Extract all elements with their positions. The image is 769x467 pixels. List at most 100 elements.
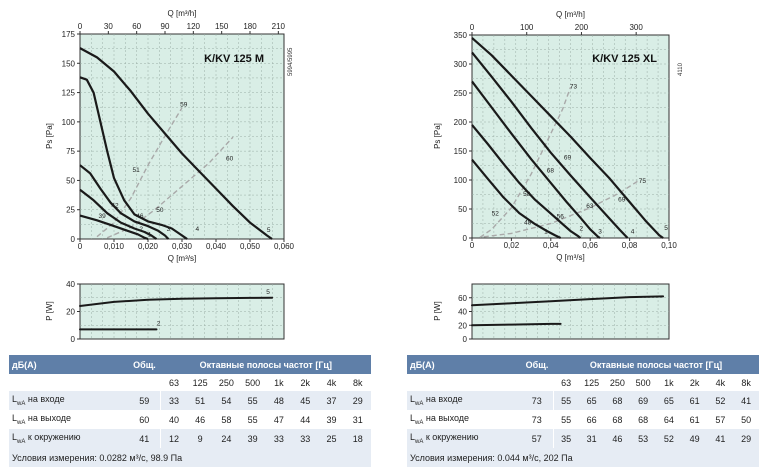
row-label: LwA к окружению [9,429,129,448]
x-top-tick-label: 0 [78,22,83,31]
cell: 58 [221,414,232,425]
efficiency-curve [106,136,234,239]
table-header-bands: Октавные полосы частот [Гц] [160,355,371,374]
x-top-axis-label: Q [m³/h] [168,9,197,18]
y-axis-label: Ps [Pa] [45,123,54,149]
x-axis-label: Q [m³/s] [556,253,584,262]
cell: 29 [344,391,371,410]
x-top-tick-label: 150 [215,22,229,31]
band-label: 250 [218,377,234,388]
cell: 46 [195,414,206,425]
x-tick-label: 0,050 [240,242,261,251]
curve-annotation: 5 [267,227,271,234]
y-tick-label: 350 [454,31,468,40]
cell: 55 [553,391,579,410]
y-tick-label: 200 [454,118,468,127]
band-label: 4k [715,377,726,388]
x-tick-label: 0,10 [661,241,677,250]
cell: 31 [352,414,363,425]
band-label: 63 [561,377,572,388]
curve-annotation: 5 [664,225,668,232]
x-top-tick-label: 200 [575,23,589,32]
row-total: 73 [521,391,554,410]
band-label: 2k [300,377,310,388]
power-y-tick-label: 40 [66,280,75,289]
curve-annotation: 59 [180,102,188,109]
curve-annotation: 68 [547,167,555,174]
cell: 55 [561,414,572,425]
curve-annotation: 73 [570,83,578,90]
x-tick-label: 0,08 [622,241,638,250]
x-top-tick-label: 180 [243,22,257,31]
cell: 44 [300,414,311,425]
y-axis-label: Ps [Pa] [433,123,442,149]
row-label: LwA к окружению [407,429,521,448]
x-tick-label: 0,030 [172,242,193,251]
x-top-tick-label: 0 [470,23,475,32]
x-top-tick-label: 30 [104,22,113,31]
x-top-axis-label: Q [m³/h] [556,10,585,19]
speed-curve-1 [79,214,149,241]
cell: 41 [707,429,734,448]
cell: 52 [656,429,682,448]
curve-annotation: 42 [111,202,119,209]
cell: 41 [733,391,759,410]
cell: 50 [741,414,752,425]
cell: 48 [265,391,293,410]
efficiency-curve [483,179,640,238]
power-curve-5 [79,296,274,307]
cell: 18 [344,429,371,448]
x-top-tick-label: 100 [520,23,534,32]
x-tick-label: 0,010 [104,242,125,251]
band-label: 1k [664,377,674,388]
y-tick-label: 75 [66,147,75,156]
speed-curve-4 [471,51,629,239]
cell: 61 [689,414,700,425]
cell: 57 [715,414,726,425]
power-y-tick-label: 0 [463,335,468,344]
curve-annotation: 39 [98,213,106,220]
power-y-tick-label: 0 [71,335,76,344]
row-total: 59 [128,391,162,410]
y-tick-label: 175 [62,30,76,39]
curve-annotation: 69 [564,155,572,162]
x-tick-label: 0,04 [543,241,559,250]
row-label: LwA на входе [9,391,129,410]
speed-curve-5 [471,37,664,239]
x-tick-label: 0,06 [582,241,598,250]
curve-annotation: 1 [148,232,152,239]
cell: 33 [265,429,293,448]
y-tick-label: 50 [66,176,75,185]
y-tick-label: 150 [454,147,468,156]
speed-curve-5 [79,47,273,240]
table-header-total: Общ. [521,355,553,374]
band-label: 4k [326,377,337,388]
y-tick-label: 100 [454,176,468,185]
y-tick-label: 125 [62,89,76,98]
x-top-tick-label: 60 [132,22,141,31]
cell: 61 [681,391,708,410]
table-row: LwA на входе 73 55 65 68 69 65 61 52 41 [407,391,759,410]
table-header-unit: дБ(A) [407,355,521,374]
cell: 33 [292,429,319,448]
cell: 24 [213,429,240,448]
noise-table-right: дБ(A) Общ. Октавные полосы частот [Гц] 6… [407,355,759,467]
table-row: LwA к окружению 41 12 9 24 39 33 33 25 1… [9,429,371,448]
row-label: LwA на входе [407,391,521,410]
cell: 69 [630,391,656,410]
x-top-tick-label: 90 [161,22,170,31]
x-top-tick-label: 300 [629,23,643,32]
row-total: 57 [521,429,554,448]
cell: 40 [169,414,180,425]
x-top-tick-label: 210 [272,22,286,31]
speed-curve-4 [79,76,188,240]
cell: 45 [292,391,319,410]
curve-annotation: 50 [156,207,164,214]
x-tick-label: 0,060 [274,242,295,251]
y-tick-label: 300 [454,60,468,69]
curve-annotation: 51 [132,167,140,174]
cell: 53 [630,429,656,448]
cell: 54 [213,391,240,410]
table-header-total: Общ. [128,355,161,374]
power-curve-1 [471,322,562,327]
